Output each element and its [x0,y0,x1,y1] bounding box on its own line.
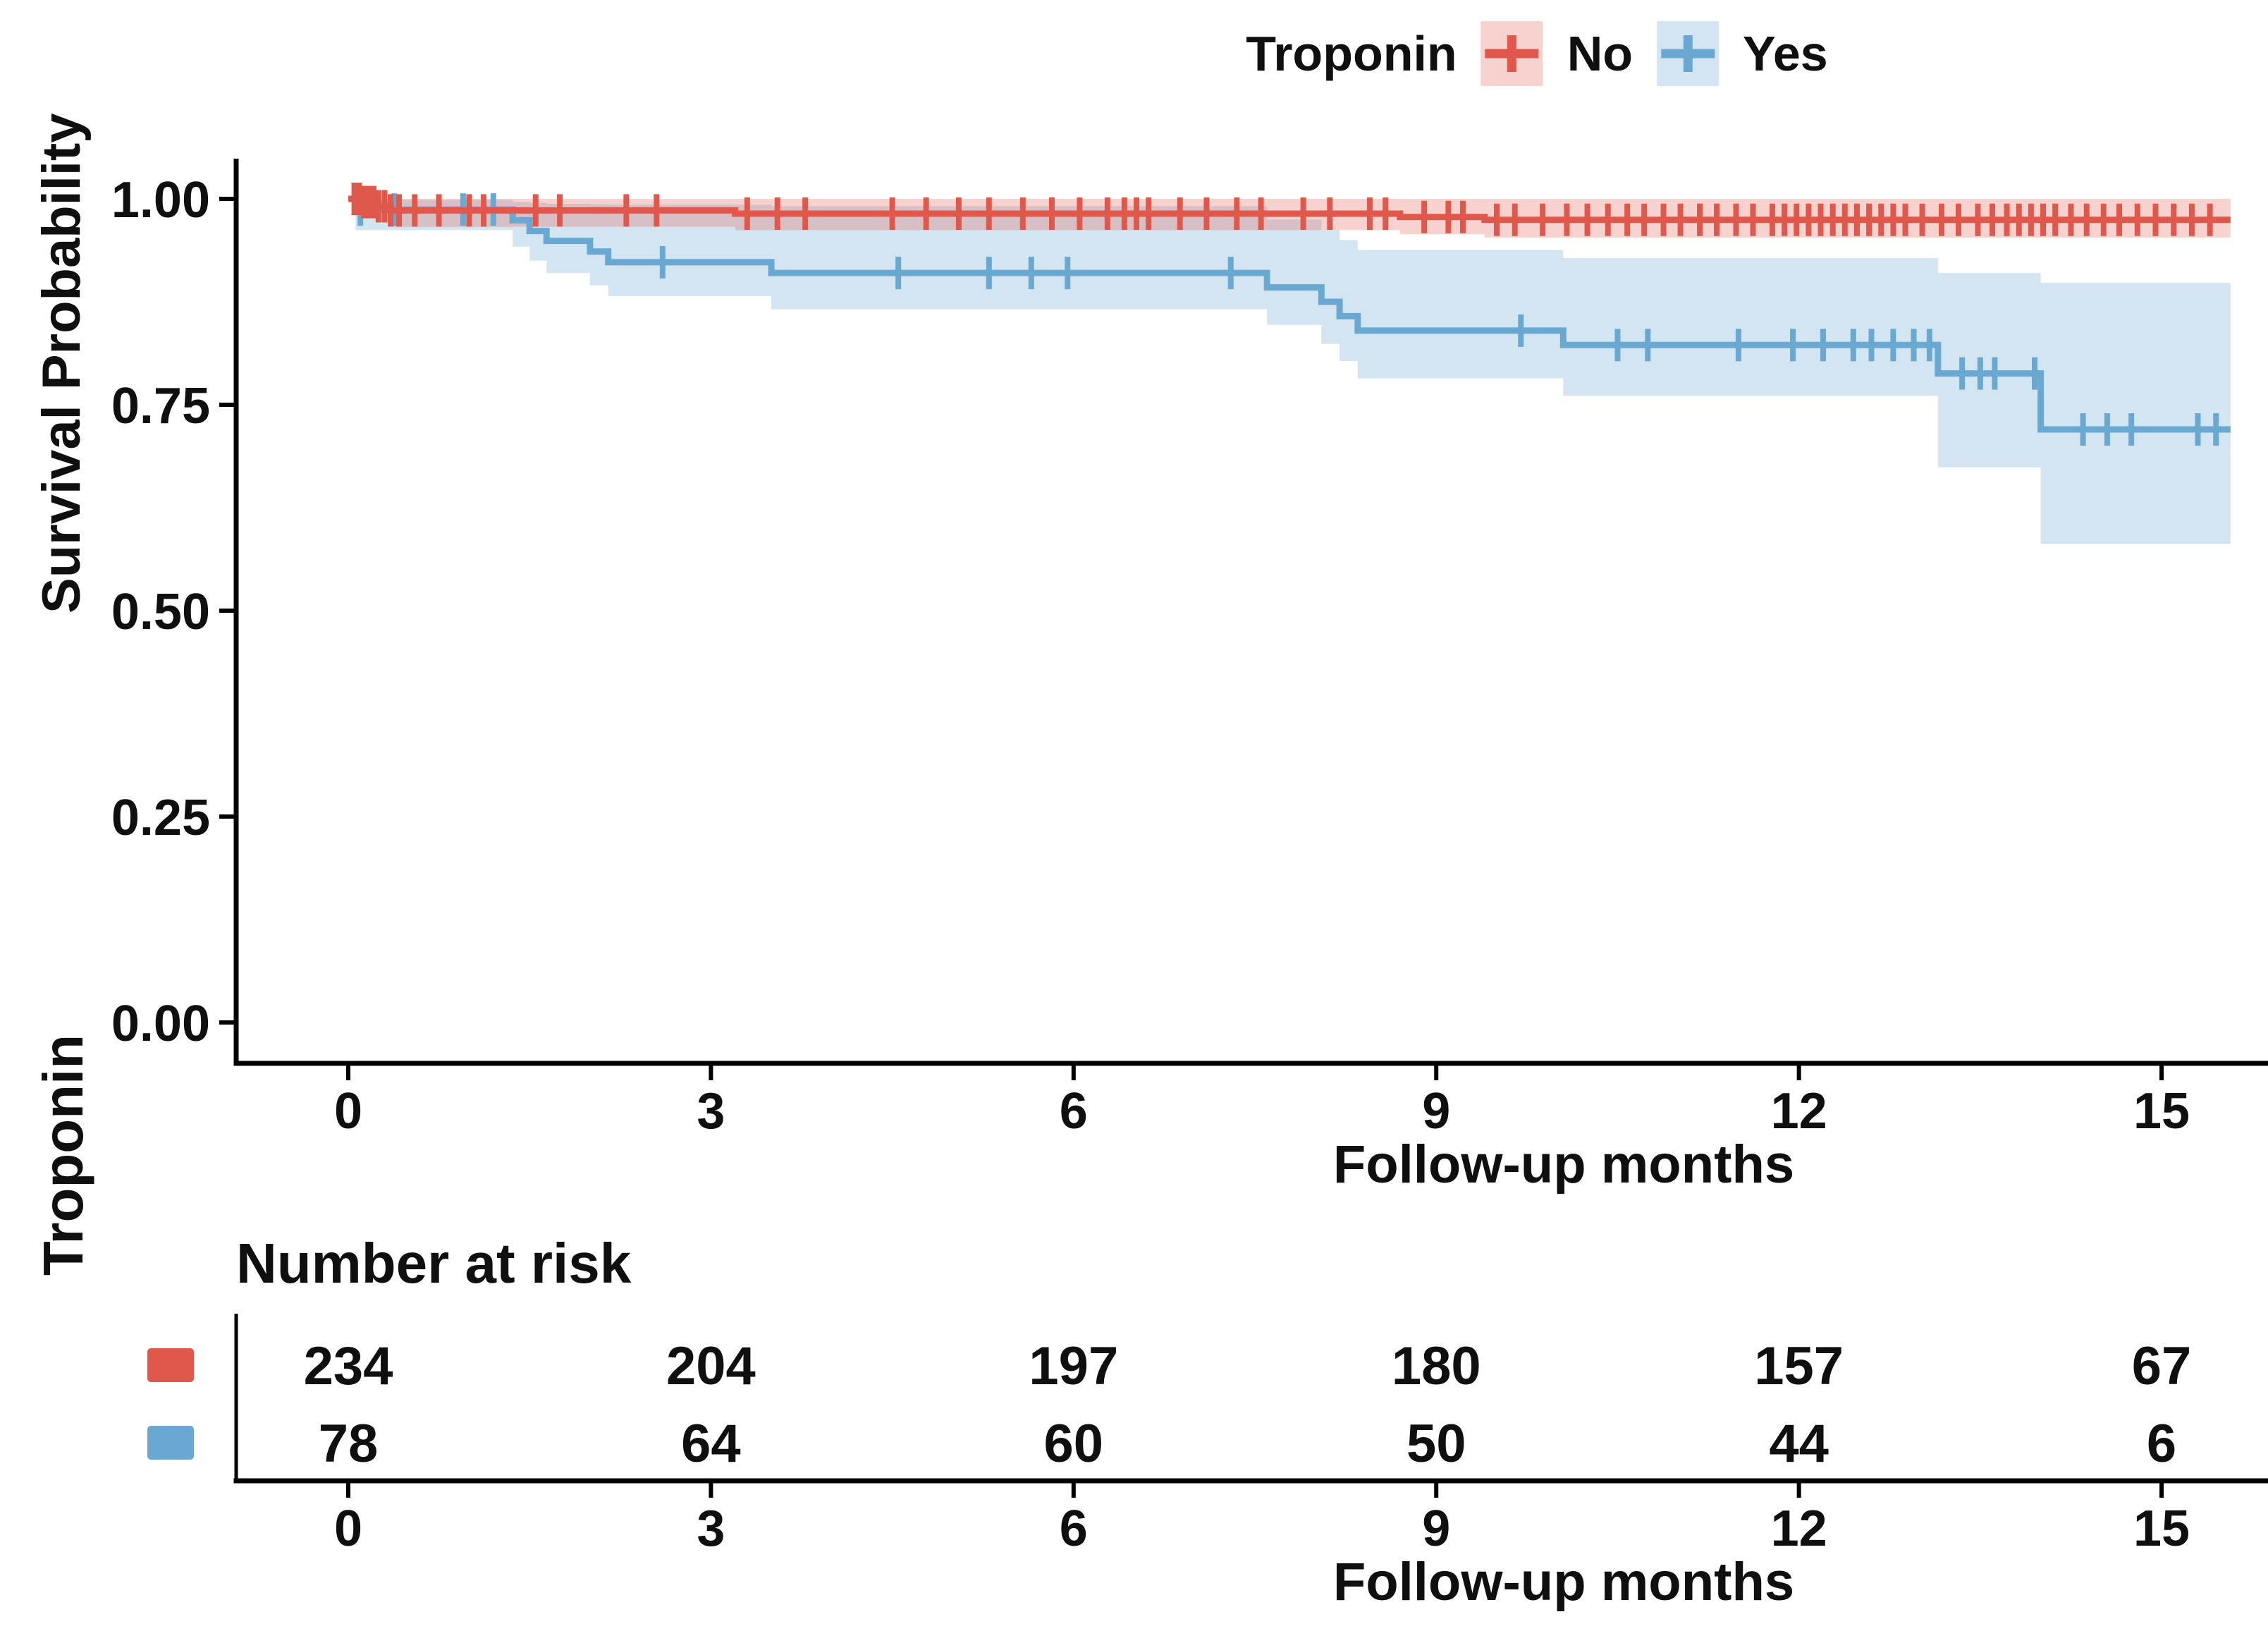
no-series [348,183,2231,236]
yes-ci-band [348,199,2231,544]
x-tick-label: 12 [1771,1083,1827,1140]
legend-title: Troponin [1246,26,1457,81]
risk-value-yes: 60 [1044,1414,1104,1474]
risk-value-yes: 44 [1769,1414,1829,1474]
risk-x-tick-label: 6 [1060,1501,1088,1557]
legend-label-no: No [1567,26,1633,81]
legend-key-yes-icon [1657,21,1719,86]
x-axis-title: Follow-up months [1332,1135,1795,1195]
yes-survival-curve [348,195,2231,433]
risk-row-key-no-icon [147,1348,194,1382]
risk-row-key-yes-icon [147,1426,194,1460]
legend: Troponin No Yes [1246,21,1828,86]
legend-label-yes: Yes [1743,26,1828,81]
legend-key-no-icon [1481,21,1543,86]
risk-value-yes: 78 [319,1414,379,1474]
risk-value-no: 204 [666,1336,756,1396]
y-tick-label: 1.00 [111,172,210,228]
yes-series [348,193,2231,446]
risk-value-no: 234 [304,1336,393,1396]
risk-x-tick-label: 3 [697,1501,725,1557]
risk-value-yes: 50 [1406,1414,1466,1474]
risk-x-tick-label: 9 [1422,1501,1450,1557]
risk-value-no: 180 [1392,1336,1481,1396]
risk-x-tick-label: 15 [2133,1501,2190,1557]
risk-value-no: 197 [1029,1336,1118,1396]
x-tick-label: 3 [697,1083,725,1140]
y-tick-label: 0.25 [111,790,210,846]
x-tick-label: 15 [2133,1083,2190,1140]
risk-table-title: Number at risk [236,1232,632,1295]
x-tick-label: 6 [1060,1083,1088,1140]
risk-value-no: 67 [2132,1336,2192,1396]
risk-value-yes: 64 [681,1414,741,1474]
risk-table-group-label: Troponin [32,1034,94,1276]
risk-x-tick-label: 12 [1771,1501,1827,1557]
risk-x-tick-label: 0 [334,1501,362,1557]
x-tick-label: 0 [334,1083,362,1140]
x-tick-label: 9 [1422,1083,1450,1140]
y-axis-title: Survival Probability [32,113,92,613]
axes: 0.00 0.25 0.50 0.75 1.00 0 3 6 9 12 15 [111,159,2268,1140]
risk-value-yes: 6 [2147,1414,2176,1474]
y-tick-label: 0.00 [111,996,210,1052]
risk-table: 0 3 6 9 12 15 234 204 197 180 157 67 78 64 60 50 44 6 [147,1314,2268,1557]
no-ci-band [348,199,2231,238]
risk-table-x-axis-title: Follow-up months [1332,1552,1795,1612]
y-tick-label: 0.75 [111,378,210,434]
risk-value-no: 157 [1754,1336,1844,1396]
y-tick-label: 0.50 [111,584,210,640]
